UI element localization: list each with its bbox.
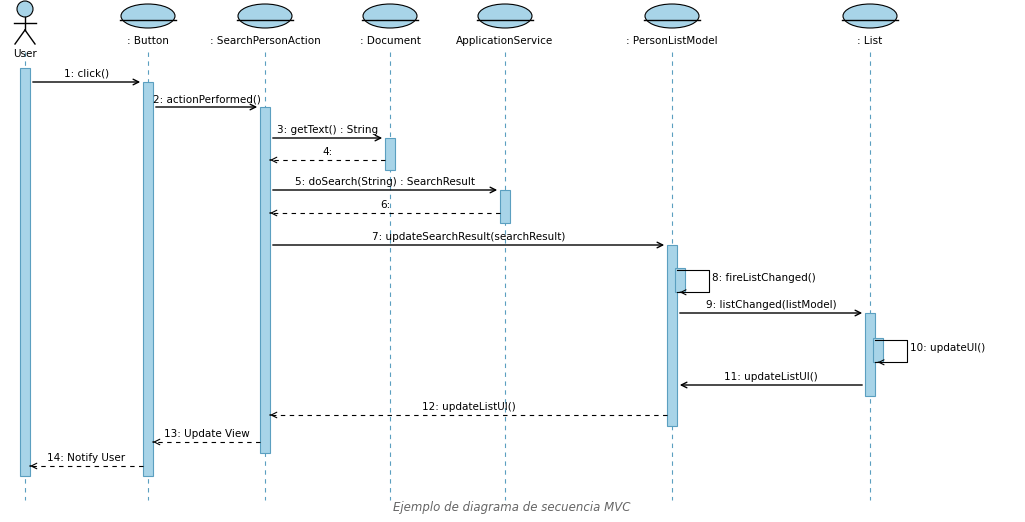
Text: 1: click(): 1: click() (64, 69, 109, 79)
Text: : List: : List (857, 36, 883, 46)
Ellipse shape (363, 4, 417, 28)
Ellipse shape (645, 4, 699, 28)
Ellipse shape (238, 4, 292, 28)
Circle shape (17, 1, 33, 17)
Text: 13: Update View: 13: Update View (164, 429, 249, 439)
Text: : PersonListModel: : PersonListModel (626, 36, 718, 46)
Text: 4:: 4: (323, 147, 333, 157)
Text: 6:: 6: (380, 200, 391, 210)
Text: : Document: : Document (360, 36, 420, 46)
Text: : Button: : Button (127, 36, 169, 46)
Text: ApplicationService: ApplicationService (456, 36, 554, 46)
Bar (675, 268, 685, 292)
Text: 10: updateUI(): 10: updateUI() (910, 343, 985, 353)
Bar (260, 107, 270, 453)
Text: 11: updateListUI(): 11: updateListUI() (724, 372, 818, 382)
Text: 2: actionPerformed(): 2: actionPerformed() (153, 94, 260, 104)
Text: Ejemplo de diagrama de secuencia MVC: Ejemplo de diagrama de secuencia MVC (394, 501, 630, 514)
Bar (385, 138, 395, 170)
Bar (865, 313, 875, 396)
Ellipse shape (478, 4, 532, 28)
Text: 12: updateListUI(): 12: updateListUI() (421, 402, 516, 412)
Text: 14: Notify User: 14: Notify User (47, 453, 125, 463)
Ellipse shape (121, 4, 175, 28)
Text: : SearchPersonAction: : SearchPersonAction (210, 36, 321, 46)
Bar (500, 190, 510, 223)
Bar (667, 245, 676, 426)
Text: 8: fireListChanged(): 8: fireListChanged() (712, 273, 816, 283)
Text: 3: getText() : String: 3: getText() : String (277, 125, 378, 135)
Text: User: User (13, 49, 37, 59)
Text: 9: listChanged(listModel): 9: listChanged(listModel) (705, 300, 836, 310)
Ellipse shape (843, 4, 897, 28)
Bar (144, 82, 153, 476)
Bar (20, 68, 30, 476)
Text: 7: updateSearchResult(searchResult): 7: updateSearchResult(searchResult) (372, 232, 565, 242)
Bar (873, 338, 883, 362)
Text: 5: doSearch(String) : SearchResult: 5: doSearch(String) : SearchResult (295, 177, 475, 187)
